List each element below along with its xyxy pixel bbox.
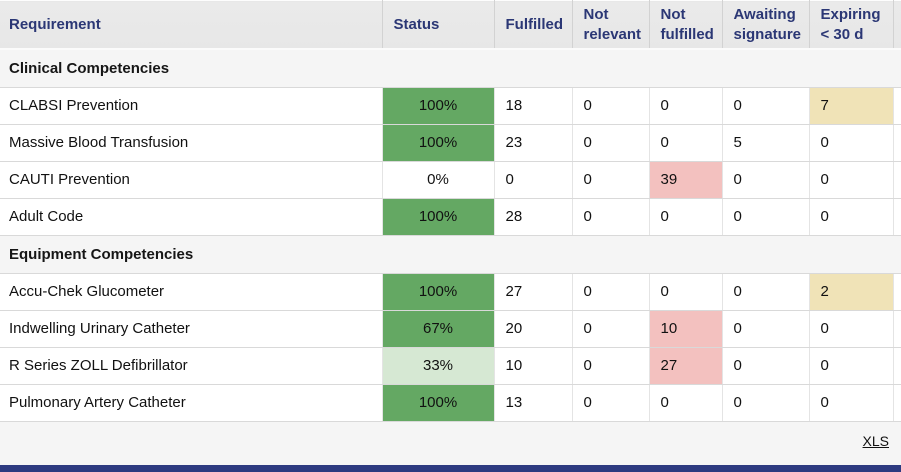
cell-status: 100% bbox=[382, 124, 495, 162]
cell-not-relevant: 0 bbox=[572, 347, 650, 385]
cell-requirement: R Series ZOLL Defibrillator bbox=[0, 347, 383, 385]
col-header-expiring: Expiring < 30 d bbox=[809, 0, 894, 50]
table-footer: XLS bbox=[0, 422, 901, 462]
cell-fulfilled: 18 bbox=[494, 87, 573, 125]
cell-not-relevant: 0 bbox=[572, 87, 650, 125]
cell-spacer bbox=[893, 310, 901, 348]
cell-not-fulfilled: 27 bbox=[649, 347, 723, 385]
cell-status: 67% bbox=[382, 310, 495, 348]
cell-spacer bbox=[893, 124, 901, 162]
cell-status: 33% bbox=[382, 347, 495, 385]
cell-not-relevant: 0 bbox=[572, 124, 650, 162]
cell-spacer bbox=[893, 273, 901, 311]
cell-awaiting-signature: 0 bbox=[722, 161, 810, 199]
cell-requirement: Massive Blood Transfusion bbox=[0, 124, 383, 162]
cell-status: 100% bbox=[382, 384, 495, 422]
cell-expiring: 0 bbox=[809, 347, 894, 385]
cell-not-relevant: 0 bbox=[572, 273, 650, 311]
cell-fulfilled: 23 bbox=[494, 124, 573, 162]
col-header-status: Status bbox=[382, 0, 495, 50]
table-row: R Series ZOLL Defibrillator 33% 10 0 27 0 0 bbox=[0, 347, 901, 385]
col-header-fulfilled: Fulfilled bbox=[494, 0, 573, 50]
table-header: Requirement Status Fulfilled Not relevan… bbox=[0, 0, 901, 50]
table-row: Accu-Chek Glucometer 100% 27 0 0 0 2 bbox=[0, 273, 901, 311]
cell-expiring: 2 bbox=[809, 273, 894, 311]
cell-not-relevant: 0 bbox=[572, 198, 650, 236]
section-title: Equipment Competencies bbox=[0, 235, 901, 274]
cell-expiring: 0 bbox=[809, 198, 894, 236]
table-row: Pulmonary Artery Catheter 100% 13 0 0 0 0 bbox=[0, 384, 901, 422]
cell-spacer bbox=[893, 87, 901, 125]
col-header-not-fulfilled: Not fulfilled bbox=[649, 0, 723, 50]
cell-fulfilled: 20 bbox=[494, 310, 573, 348]
cell-not-fulfilled: 39 bbox=[649, 161, 723, 199]
cell-expiring: 0 bbox=[809, 161, 894, 199]
cell-fulfilled: 13 bbox=[494, 384, 573, 422]
col-header-spacer bbox=[893, 0, 901, 50]
col-header-requirement: Requirement bbox=[0, 0, 383, 50]
section-header-row: Clinical Competencies bbox=[0, 49, 901, 88]
cell-not-relevant: 0 bbox=[572, 161, 650, 199]
cell-awaiting-signature: 5 bbox=[722, 124, 810, 162]
cell-requirement: CAUTI Prevention bbox=[0, 161, 383, 199]
competency-table: Requirement Status Fulfilled Not relevan… bbox=[0, 0, 901, 422]
cell-awaiting-signature: 0 bbox=[722, 273, 810, 311]
cell-requirement: Indwelling Urinary Catheter bbox=[0, 310, 383, 348]
col-header-not-relevant: Not relevant bbox=[572, 0, 650, 50]
cell-expiring: 0 bbox=[809, 384, 894, 422]
cell-not-fulfilled: 0 bbox=[649, 198, 723, 236]
cell-fulfilled: 10 bbox=[494, 347, 573, 385]
cell-fulfilled: 0 bbox=[494, 161, 573, 199]
cell-expiring: 0 bbox=[809, 124, 894, 162]
table-row: CAUTI Prevention 0% 0 0 39 0 0 bbox=[0, 161, 901, 199]
table-body: Clinical Competencies CLABSI Prevention 10… bbox=[0, 49, 901, 422]
section-header-row: Equipment Competencies bbox=[0, 235, 901, 274]
cell-requirement: Accu-Chek Glucometer bbox=[0, 273, 383, 311]
cell-not-relevant: 0 bbox=[572, 310, 650, 348]
cell-awaiting-signature: 0 bbox=[722, 347, 810, 385]
cell-status: 0% bbox=[382, 161, 495, 199]
cell-not-fulfilled: 0 bbox=[649, 273, 723, 311]
section-title: Clinical Competencies bbox=[0, 49, 901, 88]
table-row: CLABSI Prevention 100% 18 0 0 0 7 bbox=[0, 87, 901, 125]
cell-expiring: 0 bbox=[809, 310, 894, 348]
cell-not-fulfilled: 0 bbox=[649, 124, 723, 162]
cell-expiring: 7 bbox=[809, 87, 894, 125]
cell-not-fulfilled: 10 bbox=[649, 310, 723, 348]
col-header-awaiting-signature: Awaiting signature bbox=[722, 0, 810, 50]
cell-awaiting-signature: 0 bbox=[722, 198, 810, 236]
bottom-bar bbox=[0, 465, 901, 472]
cell-fulfilled: 28 bbox=[494, 198, 573, 236]
cell-requirement: Adult Code bbox=[0, 198, 383, 236]
cell-spacer bbox=[893, 198, 901, 236]
cell-not-fulfilled: 0 bbox=[649, 384, 723, 422]
cell-status: 100% bbox=[382, 87, 495, 125]
cell-fulfilled: 27 bbox=[494, 273, 573, 311]
export-xls-link[interactable]: XLS bbox=[862, 432, 889, 449]
cell-not-relevant: 0 bbox=[572, 384, 650, 422]
cell-not-fulfilled: 0 bbox=[649, 87, 723, 125]
cell-requirement: CLABSI Prevention bbox=[0, 87, 383, 125]
table-row: Massive Blood Transfusion 100% 23 0 0 5 0 bbox=[0, 124, 901, 162]
cell-status: 100% bbox=[382, 273, 495, 311]
cell-requirement: Pulmonary Artery Catheter bbox=[0, 384, 383, 422]
cell-spacer bbox=[893, 384, 901, 422]
table-row: Indwelling Urinary Catheter 67% 20 0 10 0 0 bbox=[0, 310, 901, 348]
table-row: Adult Code 100% 28 0 0 0 0 bbox=[0, 198, 901, 236]
cell-spacer bbox=[893, 161, 901, 199]
cell-awaiting-signature: 0 bbox=[722, 87, 810, 125]
cell-status: 100% bbox=[382, 198, 495, 236]
cell-awaiting-signature: 0 bbox=[722, 384, 810, 422]
cell-spacer bbox=[893, 347, 901, 385]
cell-awaiting-signature: 0 bbox=[722, 310, 810, 348]
